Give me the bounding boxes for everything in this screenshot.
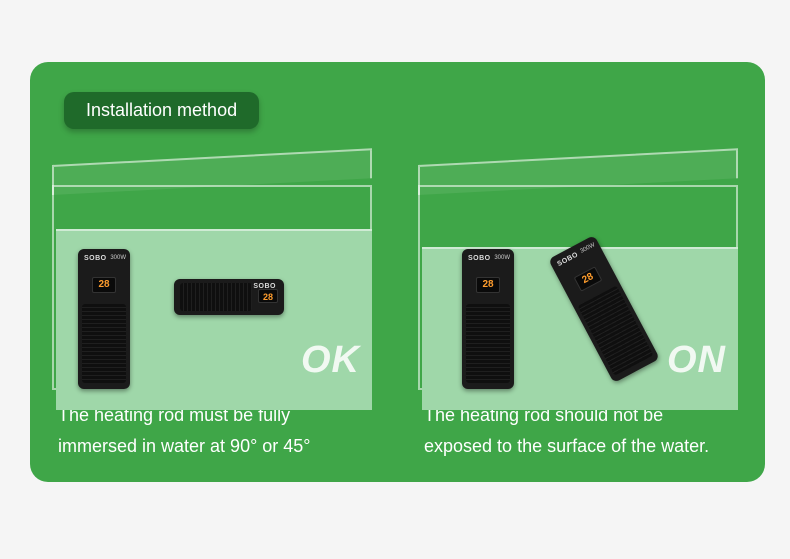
heater-display: 28 bbox=[92, 277, 116, 293]
installation-badge: Installation method bbox=[64, 92, 259, 129]
status-ok: OK bbox=[301, 339, 360, 382]
heater-right-vertical: SOBO 300W 28 bbox=[462, 249, 514, 389]
heater-grille bbox=[466, 304, 510, 383]
heater-grille bbox=[82, 304, 126, 383]
tank-right-front: SOBO 300W 28 SOBO 300W 28 ON bbox=[418, 185, 738, 390]
heater-watt: 300W bbox=[494, 255, 510, 261]
tank-right-box: SOBO 300W 28 SOBO 300W 28 ON bbox=[418, 165, 738, 390]
tank-left-box: SOBO 300W 28 28 SOBO OK bbox=[52, 165, 372, 390]
heater-brand: SOBO bbox=[556, 251, 579, 268]
status-on: ON bbox=[667, 339, 726, 382]
heater-watt: 300W bbox=[110, 255, 126, 261]
heater-brand: SOBO bbox=[468, 255, 491, 262]
tank-left: SOBO 300W 28 28 SOBO OK The heating rod … bbox=[52, 165, 372, 461]
heater-brand: SOBO bbox=[253, 283, 276, 290]
tank-left-front: SOBO 300W 28 28 SOBO OK bbox=[52, 185, 372, 390]
heater-brand: SOBO bbox=[84, 255, 107, 262]
heater-display: 28 bbox=[574, 266, 603, 291]
heater-left-vertical: SOBO 300W 28 bbox=[78, 249, 130, 389]
heater-grille bbox=[180, 283, 252, 311]
heater-left-horizontal: 28 SOBO bbox=[174, 279, 284, 315]
tank-right: SOBO 300W 28 SOBO 300W 28 ON The heating… bbox=[418, 165, 738, 461]
heater-display: 28 bbox=[476, 277, 500, 293]
heater-display: 28 bbox=[258, 289, 278, 303]
heater-watt: 300W bbox=[580, 242, 597, 255]
